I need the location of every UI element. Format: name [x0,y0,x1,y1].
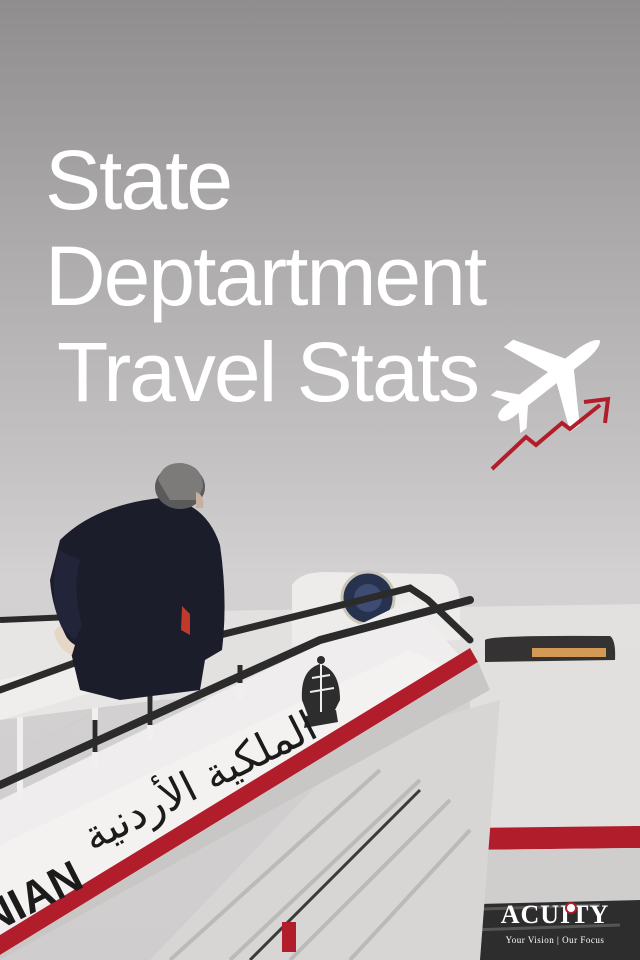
acuity-logo: ACUITY Your Vision | Our Focus [492,900,618,946]
poster-title: State Deptartment Travel Stats [45,132,487,420]
stair-red-stripe [0,648,478,955]
title-line-3: Travel Stats [57,325,480,419]
title-line-2: Deptartment [45,229,487,323]
crown-emblem [301,656,340,728]
title-line-1: State [45,133,233,227]
logo-tagline: Your Vision | Our Focus [505,935,605,945]
airplane-icon [490,339,611,471]
trend-up-arrow-icon [490,396,611,471]
traveler-figure [50,462,225,700]
logo-eye-icon [565,902,577,914]
logo-wordmark: ACUITY [500,900,610,929]
